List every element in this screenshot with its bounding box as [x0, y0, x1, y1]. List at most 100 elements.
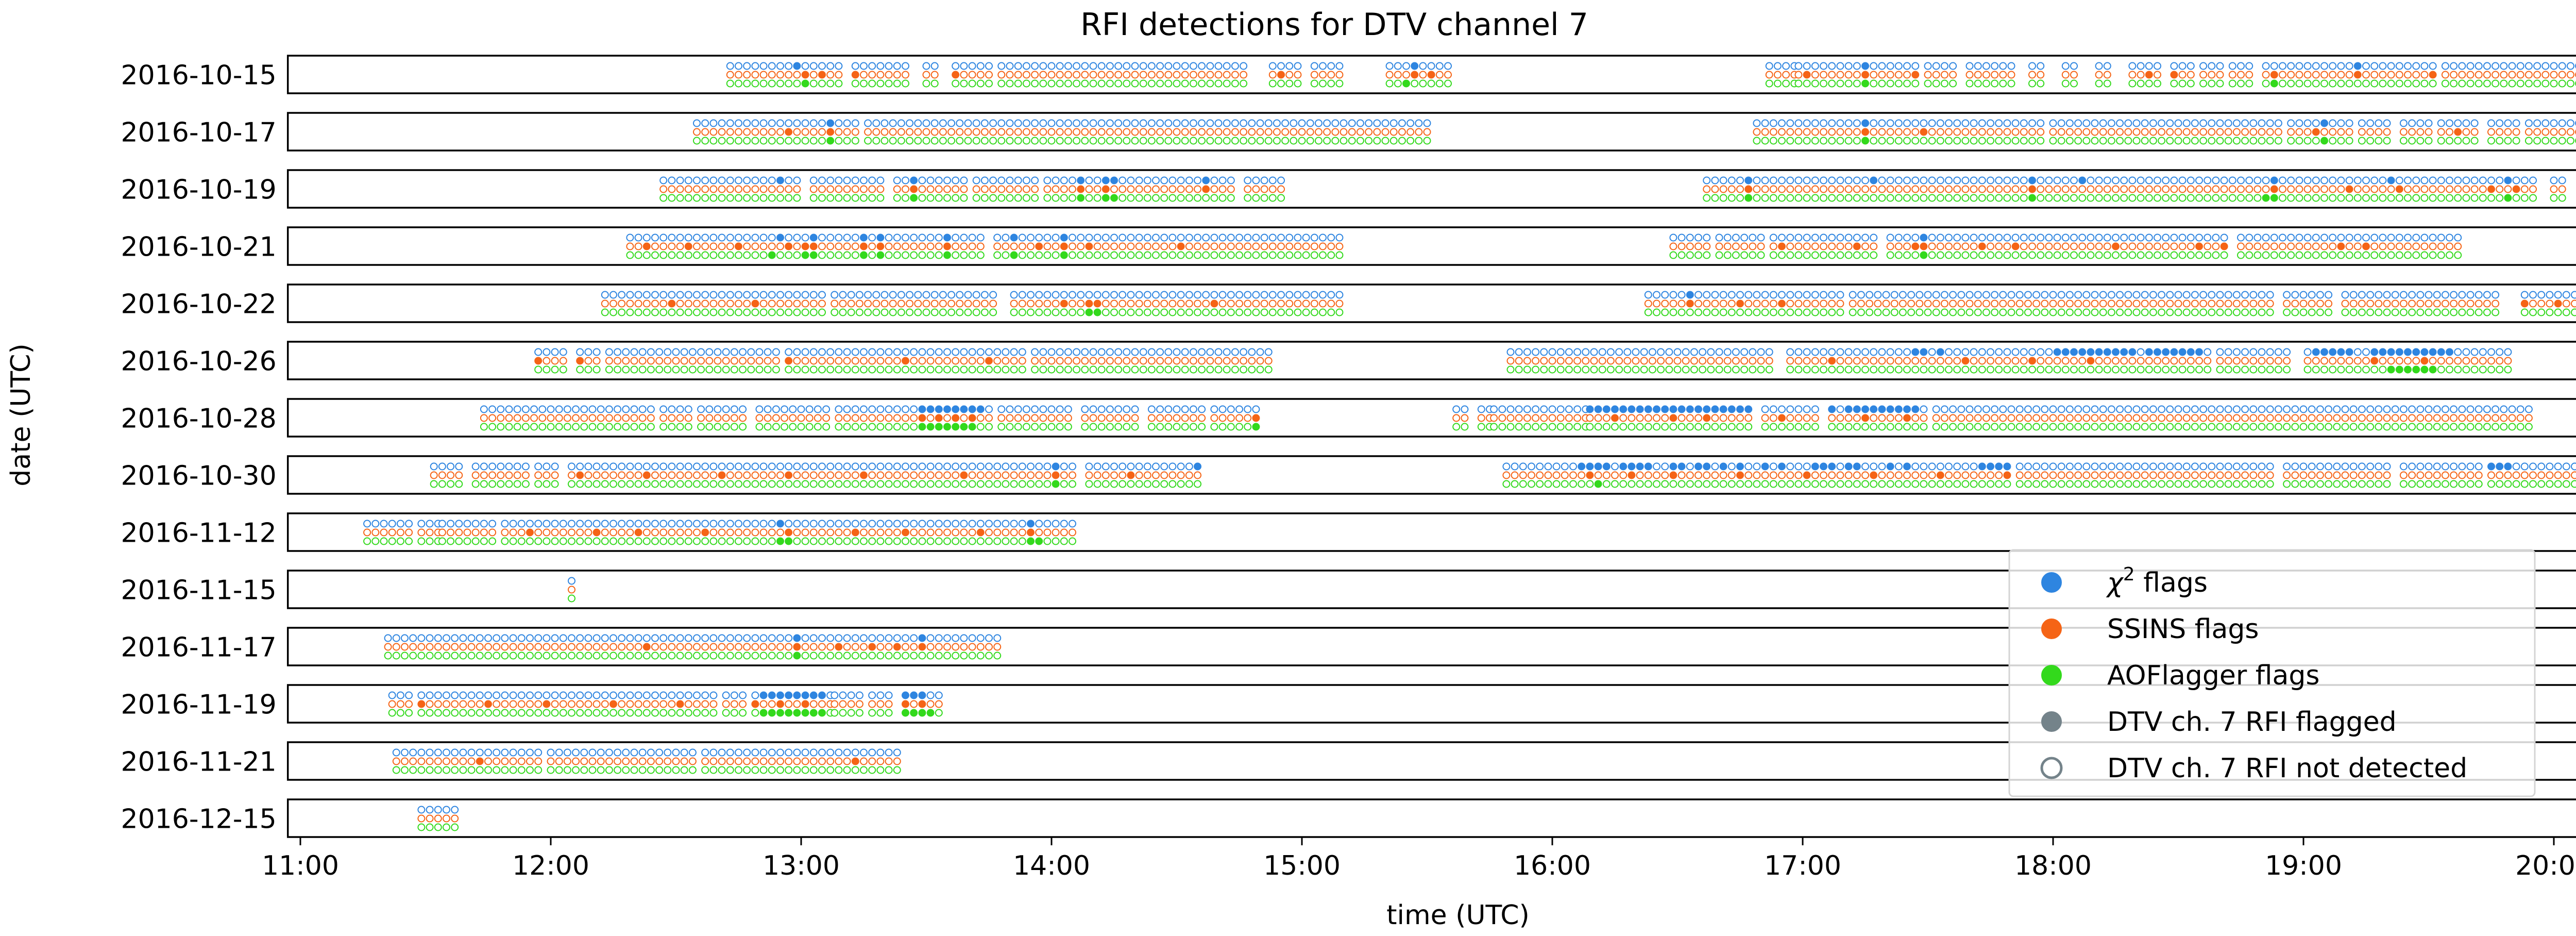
- obs-point-chi2: [2446, 233, 2453, 242]
- obs-point-aoflagger: [976, 423, 985, 431]
- obs-point-ssins: [1452, 414, 1461, 422]
- obs-point-ssins: [1006, 185, 1014, 193]
- obs-point-ssins: [2258, 357, 2266, 365]
- obs-point-aoflagger: [1953, 365, 1961, 374]
- obs-point-aoflagger: [1786, 137, 1794, 145]
- obs-point-aoflagger: [776, 194, 784, 202]
- obs-point-aoflagger: [747, 365, 755, 374]
- obs-point-aoflagger: [781, 423, 789, 431]
- obs-point-chi2: [601, 520, 609, 528]
- obs-point-aoflagger: [2191, 137, 2199, 145]
- obs-point-ssins: [2049, 128, 2057, 136]
- obs-point-ssins: [2462, 357, 2470, 365]
- obs-point-chi2: [1987, 348, 1994, 356]
- obs-point-ssins: [1995, 357, 2003, 365]
- obs-point-chi2: [2508, 62, 2516, 70]
- obs-point-ssins: [1703, 242, 1711, 250]
- obs-point-ssins: [718, 185, 726, 193]
- obs-point-ssins: [1936, 128, 1944, 136]
- obs-point-ssins: [1769, 128, 1777, 136]
- obs-point-chi2: [2204, 348, 2212, 356]
- obs-point-chi2: [1331, 119, 1340, 127]
- obs-point-ssins: [843, 242, 851, 250]
- obs-point-chi2: [1999, 291, 2007, 299]
- obs-point-aoflagger: [1152, 251, 1160, 259]
- obs-point-ssins: [785, 242, 793, 250]
- obs-point-ssins: [2270, 185, 2278, 193]
- obs-point-aoflagger: [2258, 137, 2266, 145]
- obs-point-ssins: [2308, 414, 2316, 422]
- obs-point-aoflagger: [642, 251, 651, 259]
- obs-point-chi2: [2383, 119, 2391, 127]
- obs-point-ssins: [1069, 185, 1076, 193]
- obs-point-ssins: [1916, 299, 1924, 308]
- obs-point-chi2: [659, 291, 668, 299]
- obs-point-chi2: [997, 176, 1006, 185]
- obs-point-ssins: [2191, 414, 2199, 422]
- obs-point-chi2: [1644, 405, 1652, 413]
- obs-point-aoflagger: [1623, 365, 1632, 374]
- obs-point-aoflagger: [1073, 365, 1081, 374]
- obs-point-ssins: [2112, 185, 2120, 193]
- obs-point-chi2: [2241, 348, 2249, 356]
- obs-point-aoflagger: [1961, 365, 1970, 374]
- obs-point-chi2: [2420, 348, 2429, 356]
- obs-point-chi2: [2028, 176, 2036, 185]
- obs-point-ssins: [1244, 185, 1252, 193]
- obs-point-ssins: [2208, 128, 2216, 136]
- obs-point-aoflagger: [1707, 365, 1715, 374]
- obs-point-aoflagger: [2258, 423, 2266, 431]
- obs-point-chi2: [1160, 176, 1168, 185]
- obs-point-chi2: [1669, 405, 1677, 413]
- obs-point-ssins: [2458, 71, 2466, 79]
- obs-point-chi2: [747, 348, 755, 356]
- obs-point-aoflagger: [1870, 251, 1878, 259]
- obs-point-ssins: [1803, 299, 1811, 308]
- obs-point-chi2: [1010, 348, 1018, 356]
- obs-point-chi2: [1097, 119, 1106, 127]
- obs-point-aoflagger: [1198, 79, 1206, 88]
- obs-point-ssins: [2341, 414, 2349, 422]
- obs-point-aoflagger: [2270, 251, 2278, 259]
- obs-point-chi2: [2395, 62, 2403, 70]
- obs-point-ssins: [793, 357, 801, 365]
- obs-point-chi2: [576, 634, 584, 642]
- obs-point-chi2: [605, 348, 613, 356]
- obs-point-ssins: [2241, 299, 2249, 308]
- obs-point-chi2: [647, 405, 655, 413]
- obs-point-chi2: [1686, 233, 1694, 242]
- obs-point-chi2: [1110, 291, 1118, 299]
- obs-point-aoflagger: [1911, 423, 1920, 431]
- obs-point-aoflagger: [776, 137, 784, 145]
- obs-point-chi2: [513, 405, 521, 413]
- obs-point-aoflagger: [818, 251, 826, 259]
- obs-point-ssins: [739, 414, 747, 422]
- obs-point-aoflagger: [1118, 308, 1127, 316]
- obs-point-chi2: [2475, 291, 2483, 299]
- obs-point-chi2: [2162, 176, 2170, 185]
- obs-point-aoflagger: [1740, 365, 1749, 374]
- obs-point-ssins: [1506, 357, 1515, 365]
- obs-point-ssins: [576, 471, 584, 479]
- obs-point-ssins: [851, 357, 859, 365]
- obs-point-aoflagger: [1027, 308, 1035, 316]
- obs-point-chi2: [1069, 176, 1076, 185]
- obs-point-chi2: [1828, 405, 1836, 413]
- obs-point-ssins: [2446, 357, 2453, 365]
- obs-point-chi2: [2450, 405, 2458, 413]
- obs-point-aoflagger: [1356, 137, 1364, 145]
- obs-point-ssins: [751, 299, 759, 308]
- obs-point-chi2: [2028, 62, 2036, 70]
- obs-point-ssins: [1060, 471, 1068, 479]
- obs-point-aoflagger: [534, 365, 543, 374]
- obs-point-ssins: [1853, 242, 1861, 250]
- obs-point-chi2: [2425, 119, 2433, 127]
- obs-point-chi2: [1402, 62, 1410, 70]
- obs-point-aoflagger: [1548, 365, 1556, 374]
- obs-point-aoflagger: [893, 423, 901, 431]
- obs-point-ssins: [759, 471, 768, 479]
- obs-point-aoflagger: [1744, 423, 1753, 431]
- obs-point-aoflagger: [1953, 194, 1961, 202]
- obs-point-chi2: [1803, 119, 1811, 127]
- obs-point-aoflagger: [2370, 365, 2379, 374]
